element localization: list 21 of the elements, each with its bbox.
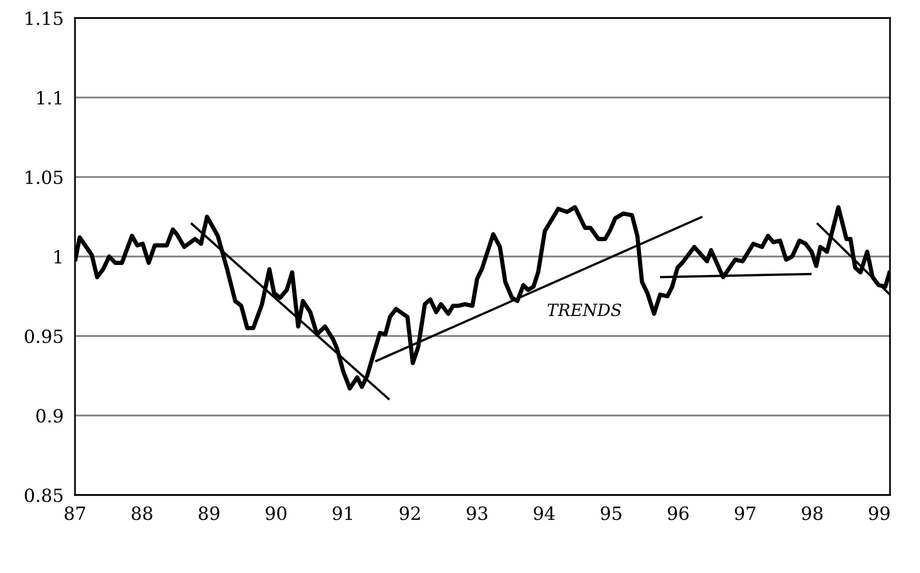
x-tick-label: 90: [266, 506, 286, 520]
annotation: TRENDS: [548, 304, 622, 316]
x-tick-label: 98: [802, 506, 823, 520]
x-tick-label: 87: [64, 506, 86, 520]
y-tick-label: 1.05: [26, 170, 62, 184]
x-tick-label: 94: [534, 506, 555, 520]
x-tick-label: 88: [132, 506, 152, 520]
x-tick-label: 91: [332, 506, 352, 520]
y-tick-label: 0.85: [24, 488, 62, 502]
y-tick-label: 0.95: [24, 329, 62, 344]
x-tick-label: 97: [734, 506, 756, 520]
x-tick-label: 92: [400, 506, 420, 520]
y-tick-label: 0.9: [36, 408, 63, 423]
y-tick-label: 1.1: [37, 90, 62, 105]
x-tick-label: 89: [198, 506, 220, 520]
x-tick-label: 93: [466, 506, 488, 520]
x-tick-label: 96: [668, 506, 689, 520]
y-tick-label: 1.15: [26, 11, 62, 26]
x-tick-label: 95: [600, 506, 622, 520]
y-tick-label: 1: [54, 250, 62, 264]
x-tick-label: 99: [868, 506, 890, 520]
